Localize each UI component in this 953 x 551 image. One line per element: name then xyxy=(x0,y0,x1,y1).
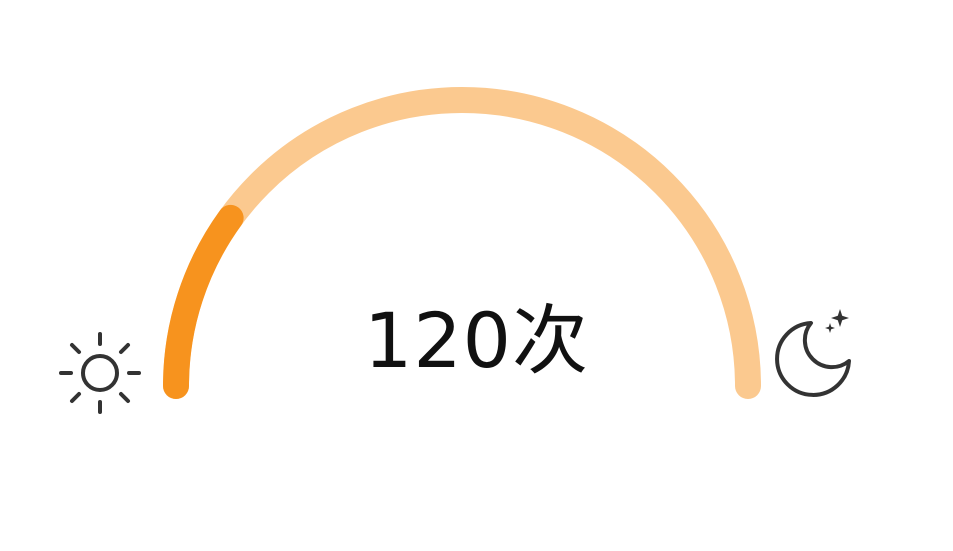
moon-icon xyxy=(775,309,851,397)
sun-icon xyxy=(59,332,141,414)
gauge-value: 120 xyxy=(363,296,513,385)
gauge-value-readout: 120次 xyxy=(0,303,953,379)
gauge-unit: 次 xyxy=(512,296,590,385)
gauge-progress-fill xyxy=(163,204,244,399)
